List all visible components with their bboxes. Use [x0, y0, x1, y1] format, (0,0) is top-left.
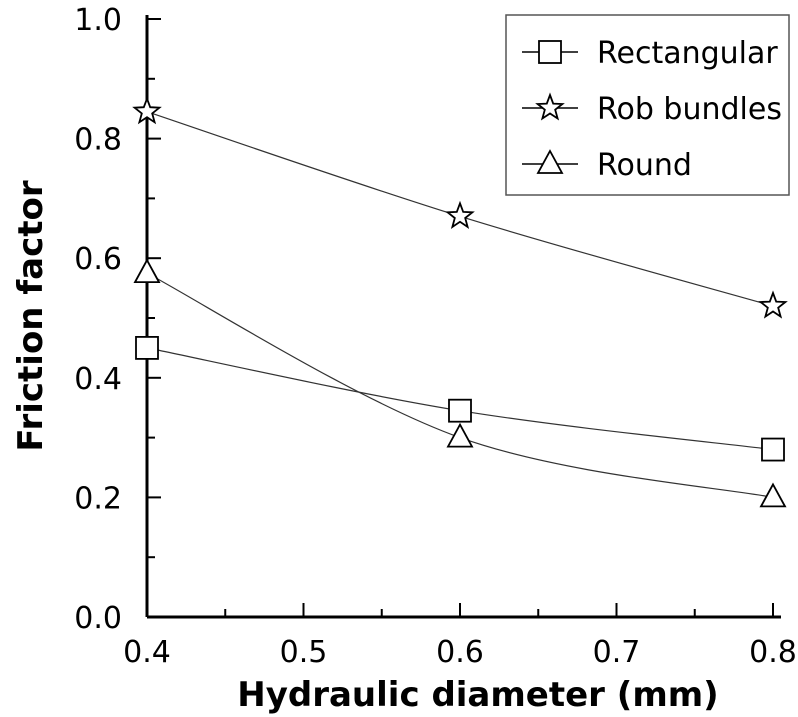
data-point-star: [445, 200, 475, 229]
x-tick-label: 0.8: [749, 635, 797, 670]
x-tick-label: 0.7: [593, 635, 641, 670]
data-point-star: [132, 96, 162, 125]
y-tick-label: 0.2: [74, 481, 122, 516]
data-point-triangle: [759, 482, 787, 508]
data-point-triangle: [133, 258, 161, 284]
y-tick-label: 1.0: [74, 3, 122, 38]
x-tick-label: 0.5: [280, 635, 328, 670]
legend-marker-square: [538, 40, 562, 64]
series-line-triangle: [146, 272, 774, 498]
y-tick-label: 0.8: [74, 123, 122, 158]
series-markers: [132, 96, 788, 508]
legend: Rectangular Rob bundles Round: [505, 14, 790, 196]
y-tick-label: 0.6: [74, 242, 122, 277]
data-point-triangle: [446, 422, 474, 448]
x-tick-label: 0.6: [436, 635, 484, 670]
data-point-star: [758, 290, 788, 319]
axes: 0.0 0.2 0.4 0.6 0.8 1.0 0.4 0.5 0.6 0.7 0.8: [74, 3, 797, 670]
x-axis-title: Hydraulic diameter (mm): [237, 675, 718, 715]
y-tick-label: 0.0: [74, 601, 122, 636]
x-tick-label: 0.4: [123, 635, 171, 670]
legend-label: Rob bundles: [597, 92, 782, 127]
y-tick-label: 0.4: [74, 362, 122, 397]
legend-marker-star: [535, 92, 565, 121]
data-point-square: [135, 335, 159, 360]
data-point-square: [448, 398, 472, 423]
y-axis-title: Friction factor: [11, 180, 51, 451]
legend-marker-triangle: [536, 149, 564, 174]
legend-label: Round: [597, 148, 692, 183]
legend-label: Rectangular: [597, 36, 778, 71]
data-point-square: [761, 437, 785, 462]
